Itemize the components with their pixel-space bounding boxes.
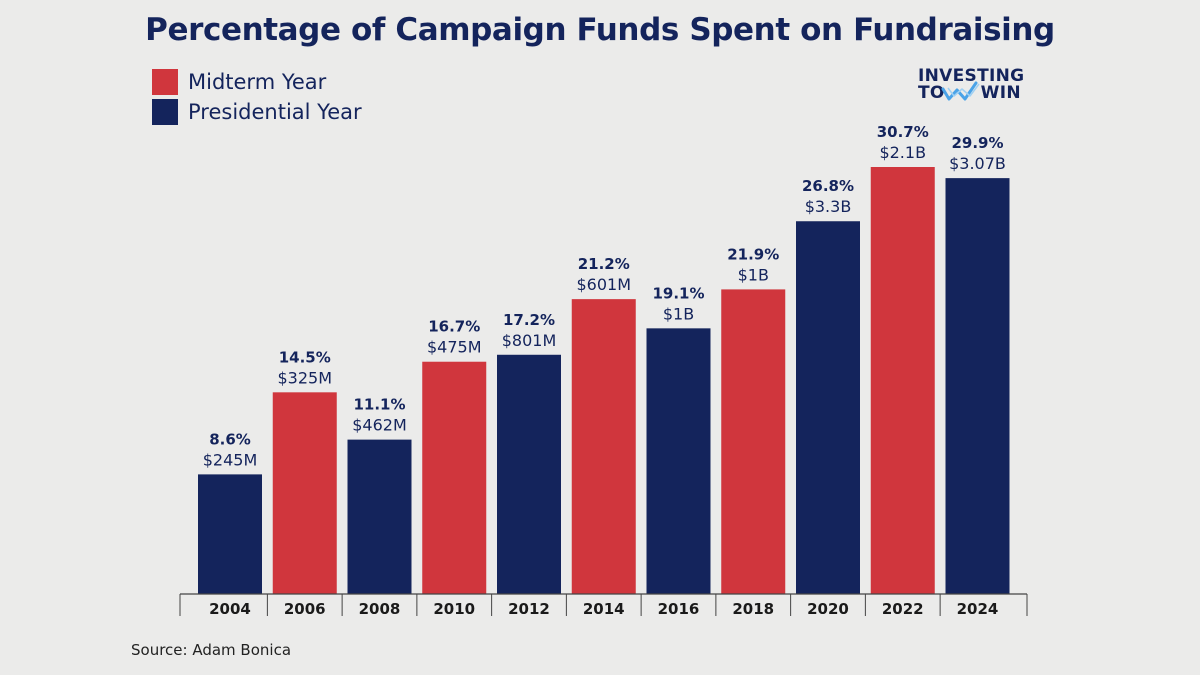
investing-to-win-logo: INVESTING TO WIN <box>918 68 1060 108</box>
x-tick-label: 2008 <box>359 600 401 618</box>
bar-percent-label: 8.6% <box>209 430 251 448</box>
bar-percent-label: 21.2% <box>578 255 630 273</box>
x-tick-label: 2014 <box>583 600 625 618</box>
bar-2018 <box>721 289 786 594</box>
bar-dollar-label: $2.1B <box>879 143 926 162</box>
source-note: Source: Adam Bonica <box>131 641 292 659</box>
bar-percent-label: 29.9% <box>951 134 1003 152</box>
bar-dollar-label: $601M <box>576 275 631 294</box>
legend-swatch-midterm <box>152 69 178 95</box>
bar-dollar-label: $325M <box>277 368 332 387</box>
bar-dollar-label: $801M <box>502 331 557 350</box>
legend-item-midterm: Midterm Year <box>152 67 326 97</box>
x-tick-label: 2016 <box>658 600 700 618</box>
bar-2006 <box>272 392 337 594</box>
bar-dollar-label: $1B <box>663 304 694 323</box>
bar-2012 <box>497 354 561 594</box>
bar-2014 <box>571 299 636 594</box>
bar-percent-label: 21.9% <box>727 245 779 263</box>
bar-dollar-label: $462M <box>352 416 407 435</box>
bar-2016 <box>646 328 711 594</box>
x-tick-label: 2024 <box>957 600 999 618</box>
chart-title: Percentage of Campaign Funds Spent on Fu… <box>145 12 1055 48</box>
legend-item-presidential: Presidential Year <box>152 97 362 127</box>
checkmark-icon <box>941 81 980 101</box>
bar-percent-label: 14.5% <box>279 348 331 366</box>
bar-2004 <box>198 474 262 594</box>
x-tick-label: 2010 <box>433 600 475 618</box>
x-tick-label: 2020 <box>807 600 849 618</box>
x-tick-label: 2006 <box>284 600 326 618</box>
logo-word-win: WIN <box>980 83 1021 103</box>
bar-percent-label: 19.1% <box>652 284 704 302</box>
logo-word-to: TO <box>918 83 945 103</box>
legend-swatch-presidential <box>152 99 178 125</box>
x-tick-label: 2018 <box>732 600 774 618</box>
bar-2010 <box>422 361 487 594</box>
bar-dollar-label: $1B <box>738 265 769 284</box>
bar-percent-label: 30.7% <box>877 123 929 141</box>
bar-2008 <box>347 439 412 594</box>
bar-percent-label: 17.2% <box>503 311 555 329</box>
bar-2020 <box>796 221 860 594</box>
bar-percent-label: 11.1% <box>353 396 405 414</box>
bar-dollar-label: $475M <box>427 338 482 357</box>
x-tick-label: 2022 <box>882 600 924 618</box>
bar-percent-label: 26.8% <box>802 177 854 195</box>
bar-2022 <box>870 167 935 594</box>
x-tick-label: 2012 <box>508 600 550 618</box>
bar-dollar-label: $3.3B <box>805 197 852 216</box>
logo-line-1: INVESTING <box>918 66 1025 86</box>
bar-2024 <box>945 178 1010 595</box>
legend-label-presidential: Presidential Year <box>188 100 362 124</box>
bar-percent-label: 16.7% <box>428 318 480 336</box>
bar-dollar-label: $245M <box>203 450 258 469</box>
logo-line-2: TO WIN <box>918 85 1021 102</box>
x-tick-label: 2004 <box>209 600 251 618</box>
legend-label-midterm: Midterm Year <box>188 70 327 94</box>
bar-dollar-label: $3.07B <box>949 154 1006 173</box>
